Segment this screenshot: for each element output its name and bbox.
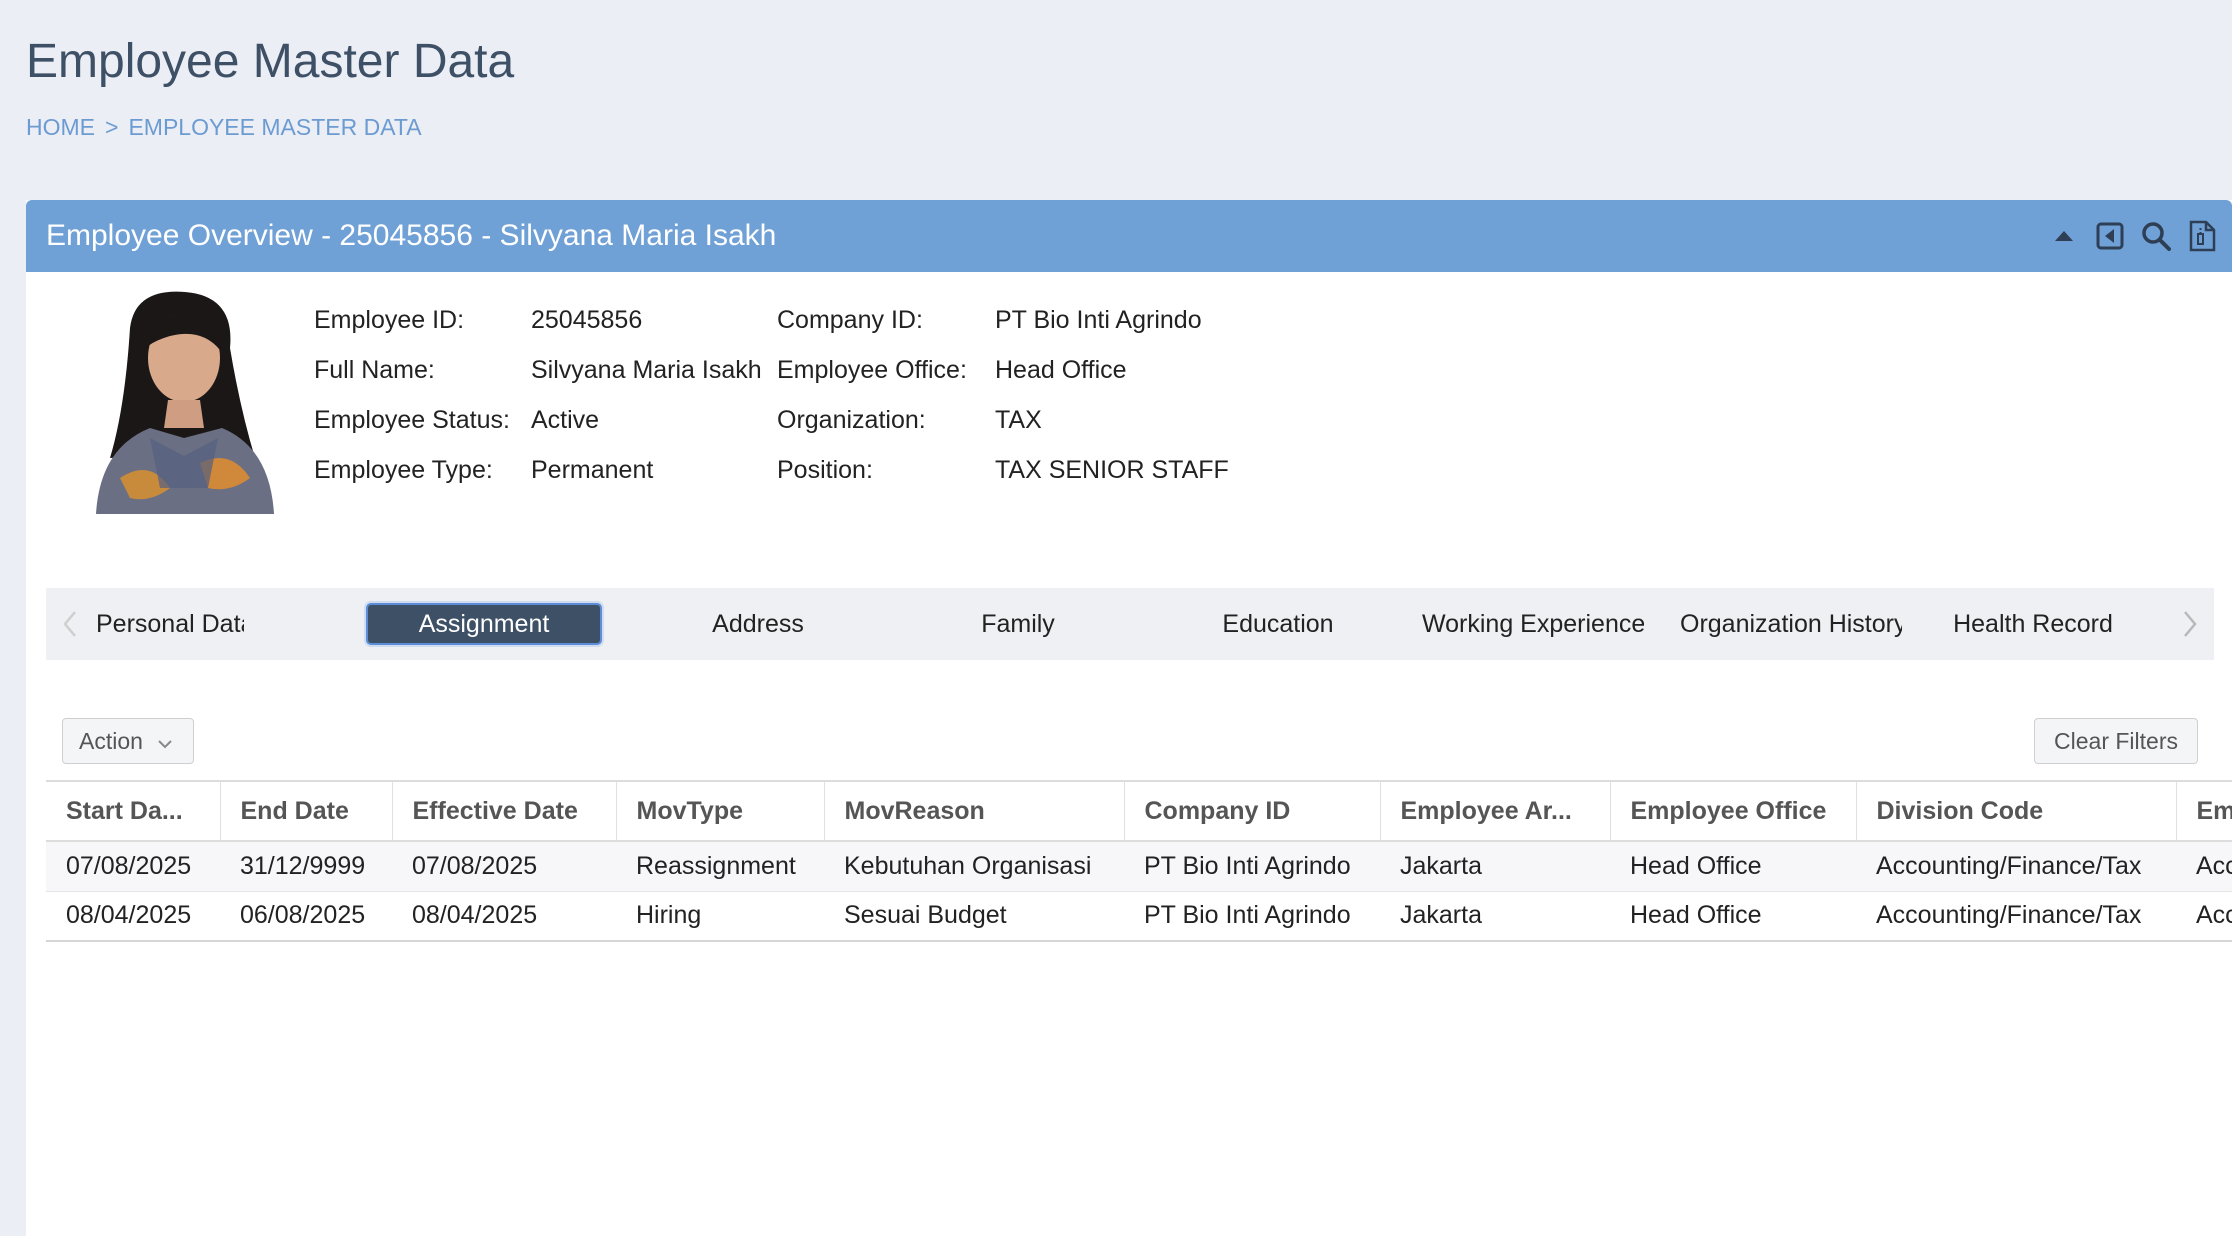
tab-health-record[interactable]: Health Record: [1953, 610, 2113, 638]
tab-personal-data[interactable]: Personal Data: [96, 610, 244, 638]
cell-company-id: PT Bio Inti Agrindo: [1124, 841, 1380, 892]
cell-company-id: PT Bio Inti Agrindo: [1124, 891, 1380, 942]
company-id-value: PT Bio Inti Agrindo: [995, 306, 1202, 334]
cell-division-code: Accounting/Finance/Tax: [1856, 891, 2176, 942]
column-header-end-date[interactable]: End Date: [220, 780, 393, 842]
tab-strip: Personal Data Assignment Address Family …: [46, 588, 2214, 660]
cell-employee-office: Head Office: [1610, 891, 1856, 942]
cell-start-date: 08/04/2025: [46, 891, 220, 942]
employee-status-label: Employee Status:: [314, 406, 510, 434]
tab-organization-history[interactable]: Organization History: [1680, 610, 1902, 638]
tabs-prev-arrow-icon[interactable]: [52, 606, 88, 642]
employee-id-label: Employee ID:: [314, 306, 465, 334]
column-header-effective-date[interactable]: Effective Date: [392, 780, 617, 842]
tab-assignment[interactable]: Assignment: [366, 603, 602, 645]
cell-end-date: 06/08/2025: [220, 891, 392, 942]
column-header-employee[interactable]: Employee: [2176, 780, 2232, 842]
cell-employee-area: Jakarta: [1380, 841, 1610, 892]
chevron-down-icon: [157, 728, 173, 755]
column-header-company-id[interactable]: Company ID: [1124, 780, 1381, 842]
table-row[interactable]: 08/04/2025 06/08/2025 08/04/2025 Hiring …: [46, 891, 2232, 942]
cell-effective-date: 08/04/2025: [392, 891, 616, 942]
tab-education[interactable]: Education: [1222, 610, 1334, 638]
breadcrumb-separator: >: [105, 114, 119, 140]
position-label: Position:: [777, 456, 873, 484]
employee-office-label: Employee Office:: [777, 356, 967, 384]
panel-tools: [2048, 218, 2218, 254]
back-icon[interactable]: [2094, 218, 2126, 254]
assignment-grid: Start Da... End Date Effective Date MovT…: [46, 780, 2232, 1142]
cell-employee-area: Jakarta: [1380, 891, 1610, 942]
cell-movtype: Hiring: [616, 891, 824, 942]
position-value: TAX SENIOR STAFF: [995, 456, 1229, 484]
cell-employee-office: Head Office: [1610, 841, 1856, 892]
employee-status-value: Active: [531, 406, 600, 434]
document-icon[interactable]: [2186, 218, 2218, 254]
column-header-movreason[interactable]: MovReason: [824, 780, 1125, 842]
action-dropdown-button[interactable]: Action: [62, 718, 194, 764]
clear-filters-button[interactable]: Clear Filters: [2034, 718, 2198, 764]
action-label: Action: [79, 727, 143, 754]
tab-family[interactable]: Family: [981, 610, 1055, 638]
tab-working-experience[interactable]: Working Experience: [1422, 610, 1644, 638]
cell-movreason: Kebutuhan Organisasi: [824, 841, 1124, 892]
employee-overview-panel: Employee Overview - 25045856 - Silvyana …: [26, 200, 2232, 1236]
cell-employee: Accounting: [2176, 841, 2232, 892]
tabs-next-arrow-icon[interactable]: [2172, 606, 2208, 642]
employee-type-label: Employee Type:: [314, 456, 493, 484]
cell-effective-date: 07/08/2025: [392, 841, 616, 892]
organization-value: TAX: [995, 406, 1042, 434]
grid-header-row: Start Da... End Date Effective Date MovT…: [46, 780, 2232, 842]
tab-address[interactable]: Address: [712, 610, 804, 638]
breadcrumb-home-link[interactable]: HOME: [26, 114, 95, 140]
full-name-label: Full Name:: [314, 356, 435, 384]
table-row[interactable]: 07/08/2025 31/12/9999 07/08/2025 Reassig…: [46, 841, 2232, 892]
cell-start-date: 07/08/2025: [46, 841, 220, 892]
column-header-movtype[interactable]: MovType: [616, 780, 825, 842]
employee-type-value: Permanent: [531, 456, 654, 484]
organization-label: Organization:: [777, 406, 926, 434]
cell-movreason: Sesuai Budget: [824, 891, 1124, 942]
company-id-label: Company ID:: [777, 306, 923, 334]
column-header-employee-office[interactable]: Employee Office: [1610, 780, 1857, 842]
search-icon[interactable]: [2140, 218, 2172, 254]
cell-division-code: Accounting/Finance/Tax: [1856, 841, 2176, 892]
collapse-up-icon[interactable]: [2048, 218, 2080, 254]
cell-movtype: Reassignment: [616, 841, 824, 892]
column-header-start-date[interactable]: Start Da...: [46, 780, 221, 842]
full-name-value: Silvyana Maria Isakh: [531, 356, 762, 384]
panel-header: Employee Overview - 25045856 - Silvyana …: [26, 200, 2232, 272]
cell-employee: Accounting: [2176, 891, 2232, 942]
cell-end-date: 31/12/9999: [220, 841, 392, 892]
breadcrumb-current: EMPLOYEE MASTER DATA: [128, 114, 422, 140]
column-header-division-code[interactable]: Division Code: [1856, 780, 2177, 842]
employee-office-value: Head Office: [995, 356, 1127, 384]
breadcrumb: HOME > EMPLOYEE MASTER DATA: [26, 114, 422, 141]
page-title: Employee Master Data: [26, 35, 515, 88]
employee-id-value: 25045856: [531, 306, 643, 334]
column-header-employee-area[interactable]: Employee Ar...: [1380, 780, 1611, 842]
panel-title: Employee Overview - 25045856 - Silvyana …: [46, 219, 777, 252]
employee-photo: [90, 288, 274, 514]
